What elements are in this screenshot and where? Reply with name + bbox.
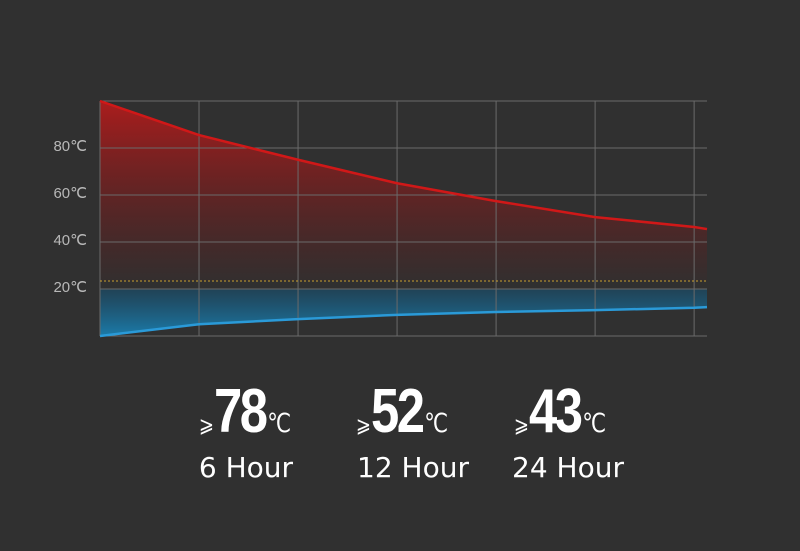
unit: ℃ [424, 409, 448, 439]
y-tick-label: 20℃ [53, 279, 87, 296]
highlight-value: ⩾43℃ [514, 377, 606, 446]
y-tick-label: 40℃ [53, 232, 87, 249]
cold-area [100, 289, 707, 336]
number: 52 [371, 377, 424, 446]
y-tick-label: 80℃ [53, 138, 87, 155]
series-line [99, 99, 708, 231]
unit: ℃ [267, 409, 291, 439]
hour-label: 6 Hour [199, 451, 294, 484]
y-tick-label: 60℃ [53, 185, 87, 202]
prefix: ⩾ [514, 413, 529, 437]
highlight-value: ⩾52℃ [356, 377, 448, 446]
number: 78 [214, 377, 267, 446]
hot-area [100, 101, 707, 282]
prefix: ⩾ [199, 413, 214, 437]
hour-label: 24 Hour [512, 451, 624, 484]
number: 43 [529, 377, 582, 446]
unit: ℃ [582, 409, 606, 439]
series-line [99, 305, 708, 338]
hour-label: 12 Hour [357, 451, 469, 484]
highlight-value: ⩾78℃ [199, 377, 291, 446]
prefix: ⩾ [356, 413, 371, 437]
